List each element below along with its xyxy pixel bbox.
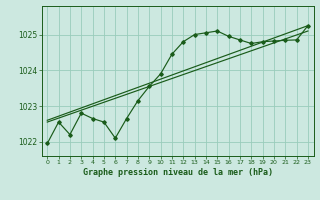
X-axis label: Graphe pression niveau de la mer (hPa): Graphe pression niveau de la mer (hPa)	[83, 168, 273, 177]
